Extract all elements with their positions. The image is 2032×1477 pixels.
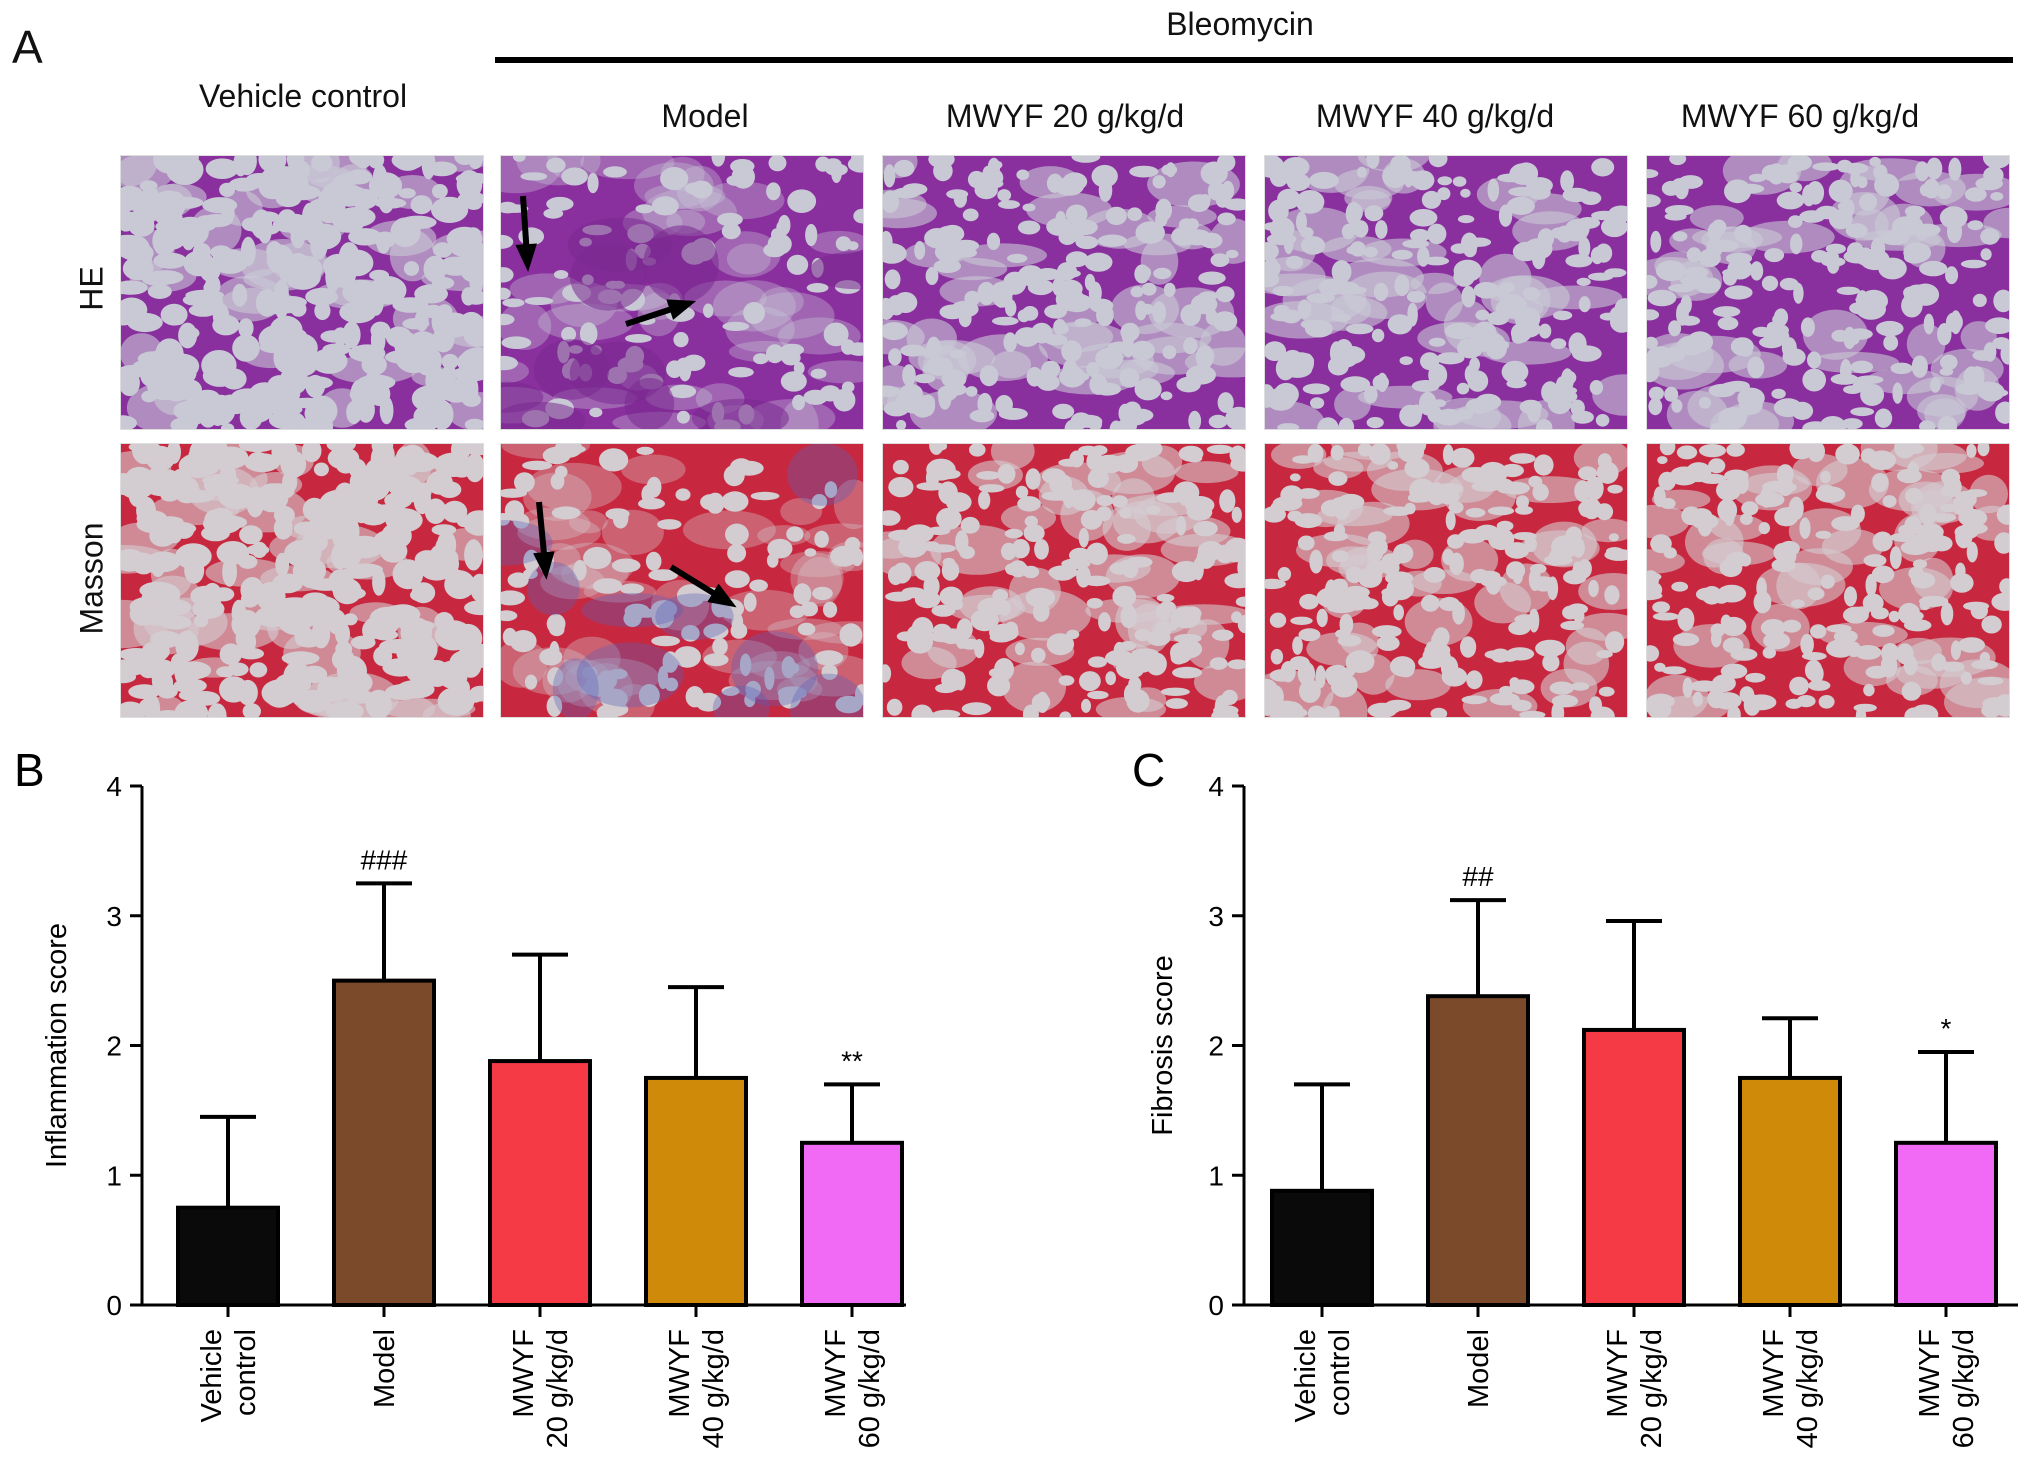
chart-c-x-tick-label-2-0: MWYF — [1602, 1329, 1634, 1418]
chart-c-y-tick-label-0: 0 — [1208, 1290, 1224, 1321]
masson-image-vehicle — [120, 443, 484, 718]
col-header-mwyf20: MWYF 20 g/kg/d — [945, 98, 1185, 134]
chart-c-panel-label: C — [1132, 744, 1165, 796]
chart-b-bar-3 — [644, 1075, 748, 1307]
chart-b-annotation-4: ** — [841, 1045, 863, 1076]
chart-b-y-tick-label-1: 1 — [106, 1160, 122, 1191]
lesion-arrowhead-2 — [666, 299, 697, 320]
chart-c-y-tick-label-4: 4 — [1208, 771, 1224, 802]
lesion-arrowhead-1 — [515, 243, 537, 272]
chart-c-y-tick-label-3: 3 — [1208, 901, 1224, 932]
masson-image-mwyf40 — [1264, 443, 1628, 718]
col-header-mwyf40: MWYF 40 g/kg/d — [1315, 98, 1555, 134]
chart-b-x-tick-label-3-0: MWYF — [664, 1329, 696, 1418]
he-image-mwyf40 — [1264, 155, 1628, 430]
chart-b-x-tick-label-0-0: Vehicle — [196, 1329, 228, 1423]
he-image-mwyf60 — [1646, 155, 2010, 430]
chart-c-annotation-4: * — [1941, 1013, 1952, 1044]
chart-b-y-tick-label-3: 3 — [106, 901, 122, 932]
chart-c-x-tick-label-3-1: 40 g/kg/d — [1792, 1329, 1824, 1448]
chart-b-x-tick-label-0-1: control — [230, 1329, 262, 1416]
chart-c-bar-2 — [1582, 1027, 1686, 1308]
lesion-arrowhead-1 — [533, 551, 555, 580]
chart-b-y-tick-label-0: 0 — [106, 1290, 122, 1321]
he-image-vehicle — [120, 155, 484, 430]
chart-c-x-tick-label-2-1: 20 g/kg/d — [1636, 1329, 1668, 1448]
chart-c-x-tick-label-4-1: 60 g/kg/d — [1948, 1329, 1980, 1448]
he-image-mwyf20 — [882, 155, 1246, 430]
chart-b-panel-label: B — [14, 744, 45, 796]
chart-c-y-tick-label-2: 2 — [1208, 1031, 1224, 1062]
panel-label-a: A — [12, 21, 43, 73]
chart-b-annotation-1: ### — [361, 844, 408, 875]
chart-c-bar-3 — [1738, 1075, 1842, 1307]
col-header-vehicle: Vehicle control — [198, 78, 408, 114]
chart-c-y-tick-label-1: 1 — [1208, 1160, 1224, 1191]
chart-c-bar-4 — [1894, 1140, 1998, 1307]
chart-c-x-tick-label-4-0: MWYF — [1914, 1329, 1946, 1418]
col-header-model: Model — [661, 98, 749, 134]
chart-b-y-tick-label-2: 2 — [106, 1031, 122, 1062]
chart-b-y-tick-label-4: 4 — [106, 771, 122, 802]
masson-image-mwyf20 — [882, 443, 1246, 718]
chart-b-x-tick-label-3-1: 40 g/kg/d — [698, 1329, 730, 1448]
chart-b-bar-1 — [332, 978, 436, 1307]
chart-c-x-tick-label-3-0: MWYF — [1758, 1329, 1790, 1418]
lesion-arrowhead-2 — [707, 583, 737, 608]
chart-c-annotation-1: ## — [1462, 861, 1494, 892]
col-header-mwyf60: MWYF 60 g/kg/d — [1680, 98, 1920, 134]
bleomycin-label: Bleomycin — [1166, 6, 1314, 42]
chart-c-x-tick-label-0-1: control — [1324, 1329, 1356, 1416]
chart-c-x-tick-label-1-0: Model — [1463, 1329, 1495, 1408]
chart-b-x-tick-label-2-0: MWYF — [508, 1329, 540, 1418]
he-image-model — [500, 155, 864, 430]
chart-b-bar-4 — [800, 1140, 904, 1307]
chart-c-x-tick-label-0-0: Vehicle — [1290, 1329, 1322, 1423]
chart-b-y-label: Inflammation score — [41, 923, 73, 1168]
chart-b-x-tick-label-4-1: 60 g/kg/d — [854, 1329, 886, 1448]
chart-c-y-label: Fibrosis score — [1147, 955, 1179, 1136]
bleomycin-bar — [495, 57, 2013, 63]
chart-c-bar-0 — [1270, 1188, 1374, 1307]
chart-b-x-tick-label-1-0: Model — [369, 1329, 401, 1408]
chart-b-x-tick-label-2-1: 20 g/kg/d — [542, 1329, 574, 1448]
masson-image-mwyf60 — [1646, 443, 2010, 718]
chart-b-x-tick-label-4-0: MWYF — [820, 1329, 852, 1418]
masson-image-model — [500, 443, 864, 718]
chart-c-bar-1 — [1426, 994, 1530, 1307]
chart-b-inflammation: 0 1 2 3 4 Inflammation score B Vehicle control ##… — [14, 744, 906, 1448]
